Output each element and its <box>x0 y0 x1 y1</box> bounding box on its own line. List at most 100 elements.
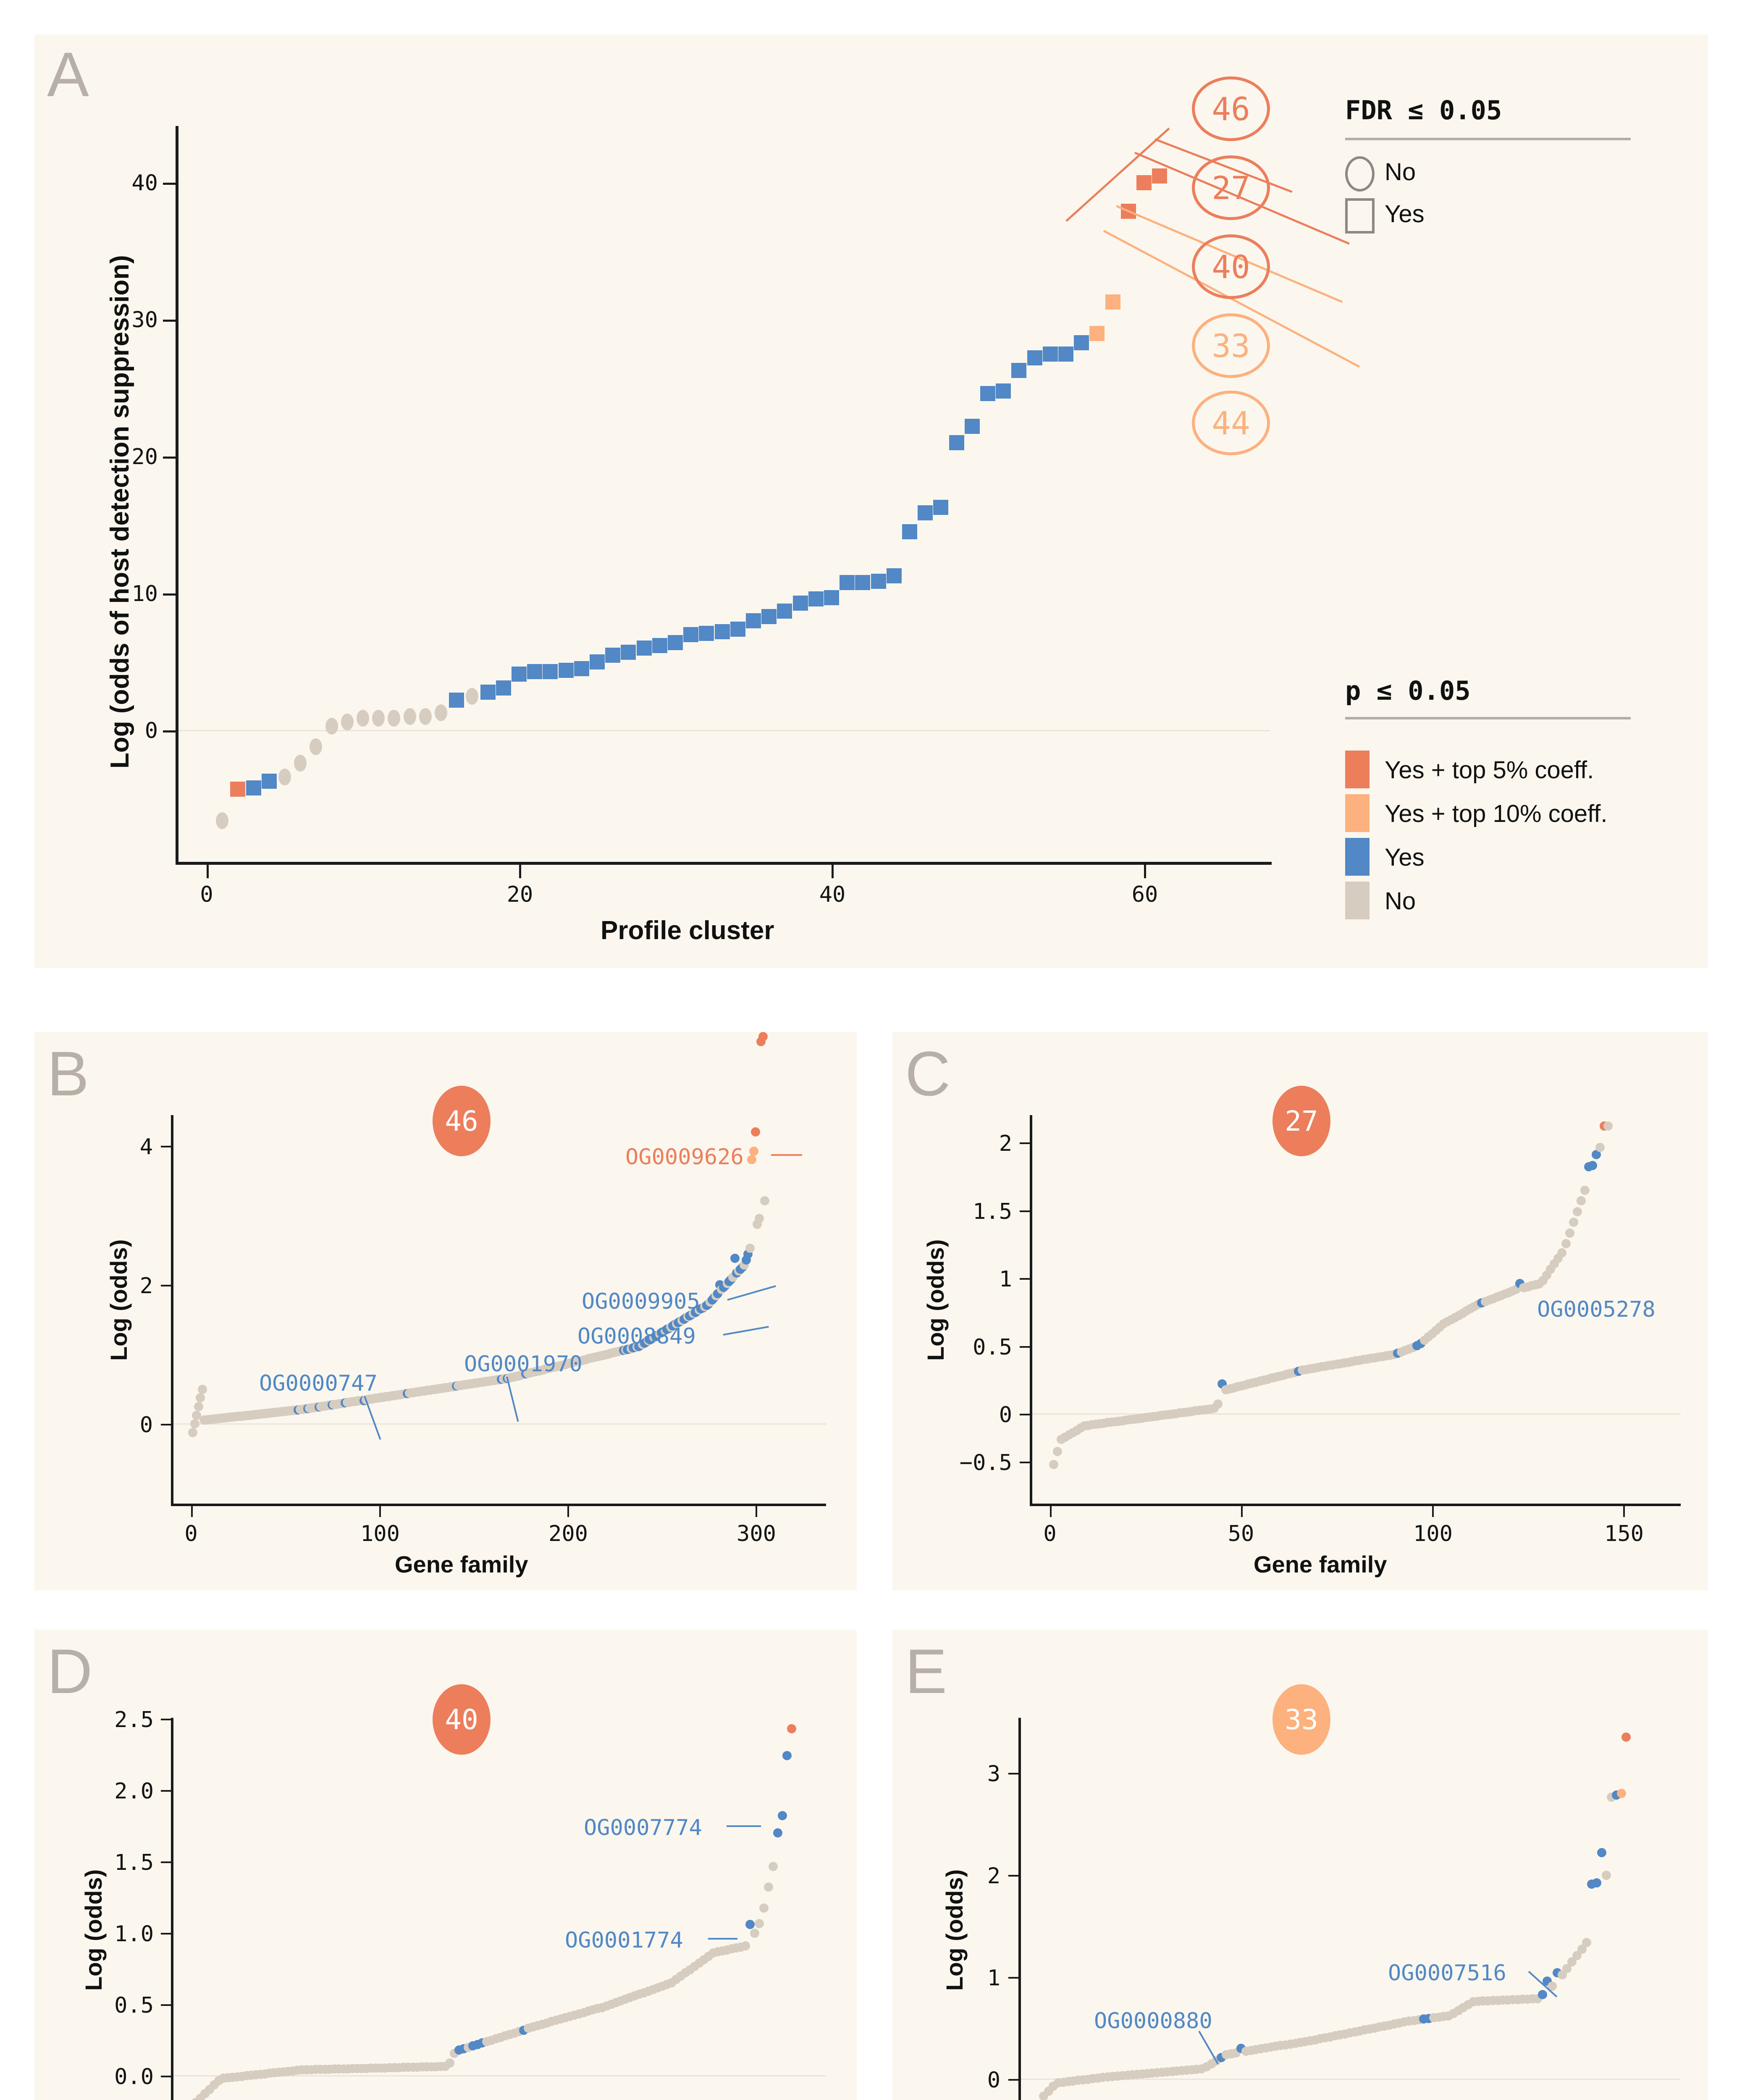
panel-b-xtick <box>191 1506 193 1517</box>
panel-b-y-title: Log (odds) <box>105 1239 132 1361</box>
panel-b-point <box>190 1419 199 1429</box>
panel-e-point <box>1548 1981 1557 1991</box>
panel-d-point <box>745 1919 755 1929</box>
panel-a-xtick-label: 20 <box>506 882 533 907</box>
panel-d-ytick-label: 2.0 <box>114 1779 154 1804</box>
panel-c-ytick <box>1020 1142 1031 1144</box>
panel-c-xtick <box>1623 1506 1625 1517</box>
panel-a-ytick-label: 40 <box>131 171 158 196</box>
panel-a-callout-44[interactable]: 44 <box>1192 391 1270 455</box>
panel-a-callout-40-label: 40 <box>1212 248 1250 286</box>
panel-c-ytick-label: 0.5 <box>973 1335 1012 1360</box>
panel-e-point <box>1616 1788 1626 1798</box>
panel-a-callout-27[interactable]: 27 <box>1192 155 1270 220</box>
panel-a-point <box>419 708 432 725</box>
legend-fdr-title: FDR ≤ 0.05 <box>1345 95 1502 126</box>
panel-d-point <box>750 1929 759 1938</box>
panel-a-y-title: Log (odds of host detection suppression) <box>105 255 134 769</box>
panel-a-point <box>590 654 605 669</box>
legend-pval-swatch-no <box>1345 882 1370 919</box>
panel-a-point <box>216 812 229 830</box>
panel-b-ytick-label: 4 <box>139 1134 153 1160</box>
panel-a-point <box>558 662 574 678</box>
panel-a-point <box>824 590 839 605</box>
panel-b-ytick-label: 2 <box>139 1273 153 1299</box>
panel-e-annot-og0000880: OG0000880 <box>1094 2008 1212 2034</box>
panel-c-badge: 27 <box>1272 1086 1330 1156</box>
panel-a-xtick-label: 40 <box>819 882 846 907</box>
panel-c-point <box>1049 1460 1059 1469</box>
panel-b-badge: 46 <box>433 1086 491 1156</box>
panel-e-y-axis <box>1018 1718 1021 2100</box>
panel-a-point <box>792 595 808 611</box>
panel-d-badge-label: 40 <box>445 1703 478 1736</box>
panel-a-point <box>574 661 589 677</box>
panel-a-xtick-label: 60 <box>1131 882 1158 907</box>
panel-b-point <box>194 1402 203 1411</box>
panel-c-y-axis <box>1030 1115 1032 1504</box>
panel-c-point <box>1595 1143 1605 1152</box>
panel-a-callout-40[interactable]: 40 <box>1192 234 1270 299</box>
panel-b-ytick-label: 0 <box>139 1412 153 1438</box>
panel-a-callout-33[interactable]: 33 <box>1192 313 1270 378</box>
panel-a-zero-line <box>178 730 1270 731</box>
panel-e-point <box>1567 1957 1577 1967</box>
panel-a-point <box>902 524 917 540</box>
panel-a-point <box>325 718 338 735</box>
panel-e-ytick <box>1008 1875 1019 1877</box>
panel-d-ytick <box>161 1790 172 1792</box>
panel-a-point <box>449 693 464 708</box>
panel-a-ytick <box>163 183 176 185</box>
panel-d-badge: 40 <box>433 1684 491 1755</box>
panel-a-ytick-label: 30 <box>131 307 158 333</box>
panel-e-point <box>1562 1964 1572 1973</box>
panel-a-callout-27-label: 27 <box>1212 169 1250 207</box>
panel-d-ytick <box>161 1861 172 1863</box>
legend-pval-rule <box>1345 717 1631 719</box>
panel-a-point <box>668 635 683 651</box>
legend-pval-label-no: No <box>1385 887 1416 915</box>
panel-c-ytick-label: 2 <box>999 1131 1012 1156</box>
panel-a-point <box>1011 362 1027 378</box>
panel-a-point <box>886 568 902 583</box>
panel-a-point <box>512 667 527 682</box>
panel-e-y-title: Log (odds) <box>941 1869 968 1991</box>
panel-c-annot-og0005278: OG0005278 <box>1537 1297 1656 1322</box>
panel-a-ytick <box>163 593 176 596</box>
panel-a-point <box>855 575 871 590</box>
panel-a-point <box>1105 294 1120 310</box>
panel-c-letter: C <box>905 1038 951 1109</box>
panel-d-point <box>445 2058 454 2068</box>
panel-b-annot-og0001970: OG0001970 <box>464 1352 582 1377</box>
panel-a-point <box>435 704 447 721</box>
panel-a-ytick <box>163 730 176 732</box>
panel-b-badge-label: 46 <box>445 1105 478 1137</box>
panel-a-callout-46[interactable]: 46 <box>1192 76 1270 141</box>
legend-pval-swatch-top5 <box>1345 751 1370 788</box>
legend-fdr-yes-icon <box>1345 198 1375 234</box>
panel-d-ytick-label: 1.5 <box>114 1850 154 1875</box>
panel-c-zero-line <box>1032 1413 1681 1415</box>
legend-fdr-yes-label: Yes <box>1385 200 1425 228</box>
panel-e-badge-label: 33 <box>1285 1703 1318 1736</box>
panel-d-leader-og0007774 <box>727 1825 761 1827</box>
panel-a-point <box>918 505 933 520</box>
panel-c-xtick-label: 150 <box>1604 1521 1644 1546</box>
panel-a-point <box>1058 346 1073 362</box>
panel-a-ytick <box>163 457 176 459</box>
panel-a-point <box>466 688 479 705</box>
panel-d-point <box>787 1724 796 1733</box>
panel-b-ytick <box>161 1424 172 1425</box>
panel-a-point <box>1152 168 1168 184</box>
panel-b-x-title: Gene family <box>395 1551 528 1578</box>
panel-a-point <box>310 738 323 756</box>
panel-a-point <box>761 609 777 625</box>
legend-pval-swatch-yes <box>1345 838 1370 876</box>
panel-a-point <box>636 640 652 656</box>
panel-a-ytick-label: 0 <box>144 718 158 743</box>
panel-d-zero-line <box>173 2075 826 2076</box>
panel-a-point <box>357 709 369 727</box>
panel-b-xtick-label: 0 <box>184 1521 198 1546</box>
panel-a-xtick <box>519 865 521 878</box>
panel-d-ytick-label: 2.5 <box>114 1707 154 1732</box>
